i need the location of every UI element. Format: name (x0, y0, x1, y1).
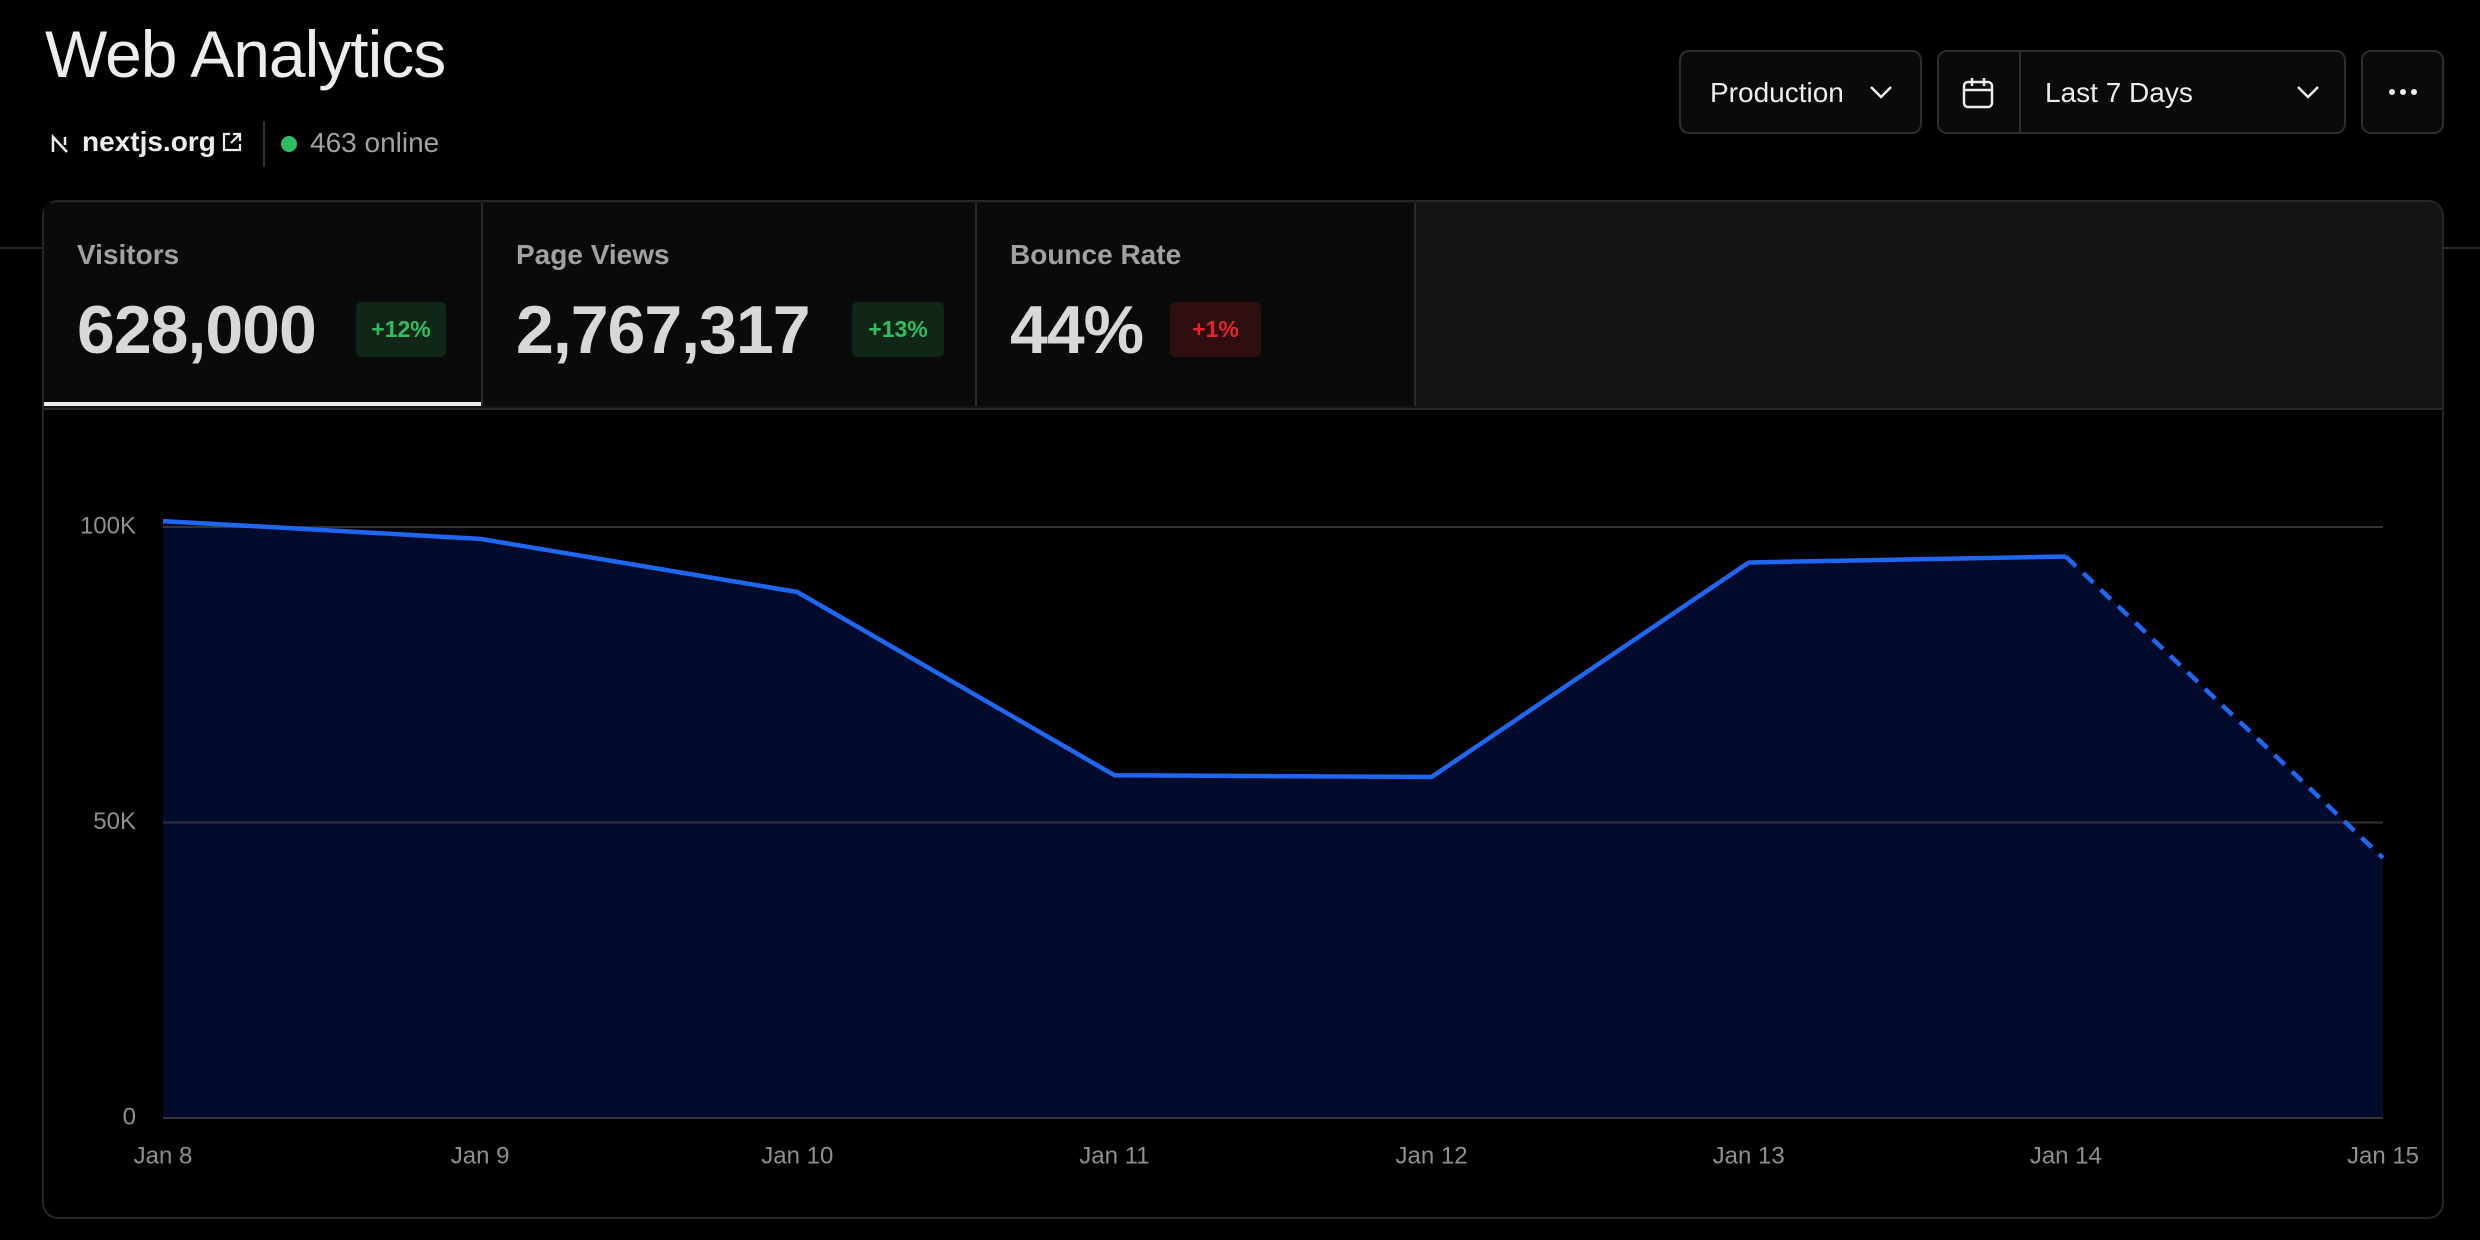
metric-tab[interactable]: Page Views 2,767,317 +13% (483, 203, 977, 406)
more-icon (2389, 89, 2417, 95)
x-tick-label: Jan 11 (1079, 1142, 1149, 1169)
x-tick-label: Jan 8 (134, 1142, 193, 1169)
range-label: Last 7 Days (2045, 77, 2193, 108)
line (162, 518, 2066, 780)
chevron (1870, 86, 1892, 99)
online-dot (281, 136, 297, 152)
area-fill (163, 521, 2383, 1118)
range-select[interactable]: Last 7 Days (1937, 50, 2346, 134)
site-link[interactable]: nextjs.org (82, 126, 216, 157)
site-logo (51, 134, 68, 153)
y-tick-label: 0 (123, 1103, 136, 1130)
metric-tab[interactable]: Visitors 628,000 +12% (44, 203, 483, 406)
external-link-icon[interactable] (221, 131, 243, 153)
metric-label: Bounce Rate (1010, 239, 1182, 270)
y-tick-label: 50K (93, 808, 136, 835)
x-tick-label: Jan 10 (761, 1142, 833, 1169)
metric-change: +12% (356, 302, 446, 357)
metric-value: 628,000 (77, 292, 317, 368)
more-button[interactable] (2361, 50, 2444, 134)
metric-value: 44% (1010, 292, 1144, 368)
separator (263, 121, 265, 167)
x-tick-label: Jan 15 (2347, 1142, 2419, 1169)
metric-label: Page Views (516, 239, 670, 270)
x-tick-label: Jan 9 (451, 1142, 510, 1169)
environment-label: Production (1710, 77, 1844, 108)
x-tick-label: Jan 12 (1396, 1142, 1468, 1169)
online-count: 463 online (310, 127, 440, 158)
projected-line (2064, 554, 2385, 860)
active-indicator (44, 402, 481, 406)
chevron (2297, 86, 2319, 99)
metric-label: Visitors (77, 239, 180, 270)
metric-value: 2,767,317 (516, 292, 811, 368)
separator (2019, 52, 2021, 132)
calendar-icon (1962, 78, 1994, 109)
environment-select[interactable]: Production (1679, 50, 1922, 134)
x-tick-label: Jan 14 (2030, 1142, 2102, 1169)
metric-change: +13% (852, 302, 944, 357)
y-tick-label: 100K (80, 512, 136, 539)
x-tick-label: Jan 13 (1713, 1142, 1785, 1169)
page-title: Web Analytics (45, 17, 446, 91)
metric-change: +1% (1170, 302, 1261, 357)
metric-tab[interactable]: Bounce Rate 44% +1% (977, 203, 1416, 406)
